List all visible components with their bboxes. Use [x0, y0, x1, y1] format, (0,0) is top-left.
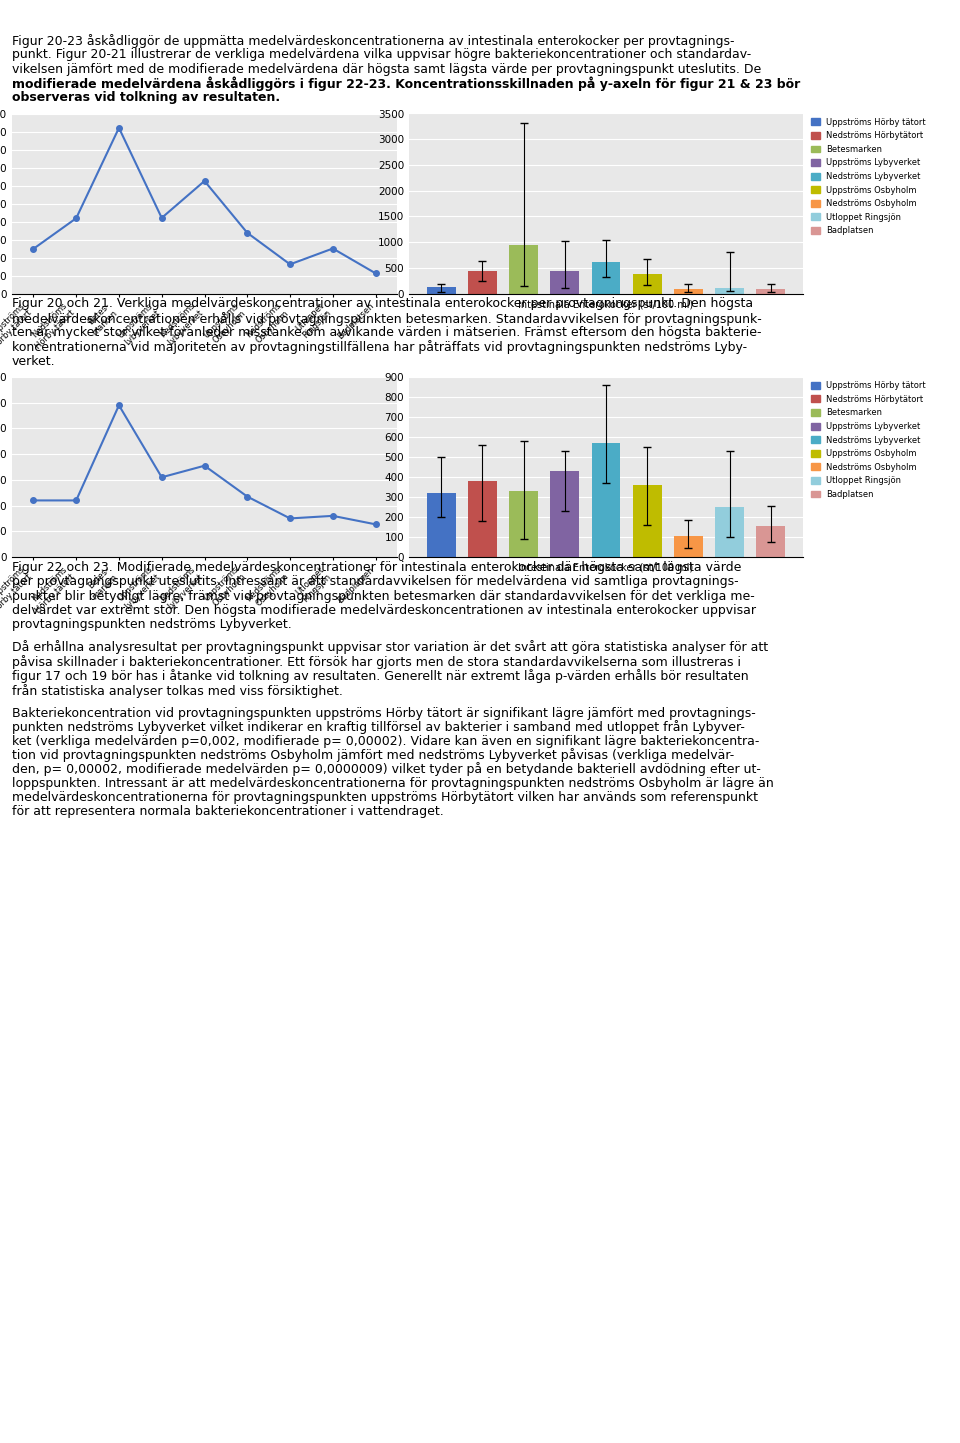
Bar — [550, 470, 579, 557]
X-axis label: Intestinala Enterokocker (st/100 ml): Intestinala Enterokocker (st/100 ml) — [518, 299, 694, 309]
Text: MILJÖKONTORET 2010: MILJÖKONTORET 2010 — [360, 1417, 600, 1439]
Bar — [674, 535, 703, 557]
Bar — [509, 491, 538, 557]
Text: koncentrationerna vid majoriteten av provtagningstillfällena har påträffats vid : koncentrationerna vid majoriteten av pro… — [12, 341, 747, 355]
Text: loppspunkten. Intressant är att medelvärdeskoncentrationerna för provtagningspun: loppspunkten. Intressant är att medelvär… — [12, 776, 774, 789]
Text: medelvärdeskoncentrationen erhålls vid provtagningspunkten betesmarken. Standard: medelvärdeskoncentrationen erhålls vid p… — [12, 312, 761, 326]
Text: medelvärdeskoncentrationerna för provtagningspunkten uppströms Hörbytätort vilke: medelvärdeskoncentrationerna för provtag… — [12, 791, 758, 804]
Bar — [468, 271, 497, 293]
Legend: Uppströms Hörby tätort, Nedströms Hörbytätort, Betesmarken, Uppströms Lybyverket: Uppströms Hörby tätort, Nedströms Hörbyt… — [811, 118, 925, 235]
Bar — [591, 443, 620, 557]
Bar — [756, 290, 785, 293]
Bar — [715, 289, 744, 293]
Text: figur 17 och 19 bör has i åtanke vid tolkning av resultaten. Generellt när extre: figur 17 och 19 bör has i åtanke vid tol… — [12, 670, 749, 684]
Text: Då erhållna analysresultat per provtagningspunkt uppvisar stor variation är det : Då erhållna analysresultat per provtagni… — [12, 641, 768, 655]
Text: modifierade medelvärdena åskådliggörs i figur 22-23. Koncentrationsskillnaden på: modifierade medelvärdena åskådliggörs i … — [12, 76, 801, 91]
Bar — [427, 494, 456, 557]
Text: punkter blir betydligt lägre, främst vid provtagningspunkten betesmarken där sta: punkter blir betydligt lägre, främst vid… — [12, 590, 755, 603]
Legend: Uppströms Hörby tätort, Nedströms Hörbytätort, Betesmarken, Uppströms Lybyverket: Uppströms Hörby tätort, Nedströms Hörbyt… — [811, 381, 925, 499]
Text: Figur 22 och 23. Modifierade medelvärdeskoncentrationer för intestinala enteroko: Figur 22 och 23. Modifierade medelvärdes… — [12, 561, 741, 574]
Bar — [468, 481, 497, 557]
Text: Figur 20 och 21. Verkliga medelvärdeskoncentrationer av intestinala enterokocker: Figur 20 och 21. Verkliga medelvärdeskon… — [12, 297, 754, 310]
Bar — [633, 274, 661, 293]
Bar — [591, 261, 620, 293]
Text: delvärdet var extremt stor. Den högsta modifierade medelvärdeskoncentrationen av: delvärdet var extremt stor. Den högsta m… — [12, 605, 756, 618]
Text: tion vid provtagningspunkten nedströms Osbyholm jämfört med nedströms Lybyverket: tion vid provtagningspunkten nedströms O… — [12, 749, 734, 762]
Text: Sid 16: Sid 16 — [902, 9, 946, 23]
Text: HÖRBY KOMMUN: HÖRBY KOMMUN — [372, 6, 588, 26]
Bar — [756, 527, 785, 557]
Text: för att representera normala bakteriekoncentrationer i vattendraget.: för att representera normala bakteriekon… — [12, 805, 444, 818]
Bar — [427, 287, 456, 293]
Text: ket (verkliga medelvärden p=0,002, modifierade p= 0,00002). Vidare kan även en s: ket (verkliga medelvärden p=0,002, modif… — [12, 734, 759, 747]
Text: punkt. Figur 20-21 illustrerar de verkliga medelvärdena vilka uppvisar högre bak: punkt. Figur 20-21 illustrerar de verkli… — [12, 48, 752, 61]
Text: punkten nedströms Lybyverket vilket indikerar en kraftig tillförsel av bakterier: punkten nedströms Lybyverket vilket indi… — [12, 720, 745, 734]
Text: ten är mycket stor vilket föranleder misstanke om avvikande värden i mätserien. : ten är mycket stor vilket föranleder mis… — [12, 326, 761, 339]
Text: påvisa skillnader i bakteriekoncentrationer. Ett försök har gjorts men de stora : påvisa skillnader i bakteriekoncentratio… — [12, 655, 741, 670]
Text: vikelsen jämfört med de modifierade medelvärdena där högsta samt lägsta värde pe: vikelsen jämfört med de modifierade mede… — [12, 62, 761, 75]
Bar — [715, 506, 744, 557]
Text: per provtagningspunkt uteslutits. Intressant är att standardavvikelsen för medel: per provtagningspunkt uteslutits. Intres… — [12, 576, 738, 589]
Text: från statistiska analyser tolkas med viss försiktighet.: från statistiska analyser tolkas med vis… — [12, 684, 343, 698]
Bar — [550, 271, 579, 293]
Text: Bakteriekoncentration vid provtagningspunkten uppströms Hörby tätort är signifik: Bakteriekoncentration vid provtagningspu… — [12, 707, 756, 720]
Bar — [633, 485, 661, 557]
Text: den, p= 0,00002, modifierade medelvärden p= 0,0000009) vilket tyder på en betyda: den, p= 0,00002, modifierade medelvärden… — [12, 762, 761, 776]
Text: verket.: verket. — [12, 355, 56, 368]
X-axis label: Intestinala Enterokocker (st/100 ml): Intestinala Enterokocker (st/100 ml) — [518, 563, 694, 573]
Text: provtagningspunkten nedströms Lybyverket.: provtagningspunkten nedströms Lybyverket… — [12, 618, 292, 631]
Text: observeras vid tolkning av resultaten.: observeras vid tolkning av resultaten. — [12, 91, 280, 104]
Text: Figur 20-23 åskådliggör de uppmätta medelvärdeskoncentrationerna av intestinala : Figur 20-23 åskådliggör de uppmätta mede… — [12, 35, 734, 48]
Bar — [509, 245, 538, 293]
Bar — [674, 290, 703, 293]
